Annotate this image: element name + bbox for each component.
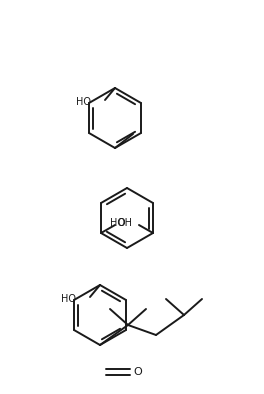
Text: HO: HO bbox=[110, 218, 125, 228]
Text: O: O bbox=[134, 367, 142, 377]
Text: HO: HO bbox=[76, 97, 91, 107]
Text: HO: HO bbox=[61, 294, 76, 304]
Text: OH: OH bbox=[117, 218, 132, 228]
